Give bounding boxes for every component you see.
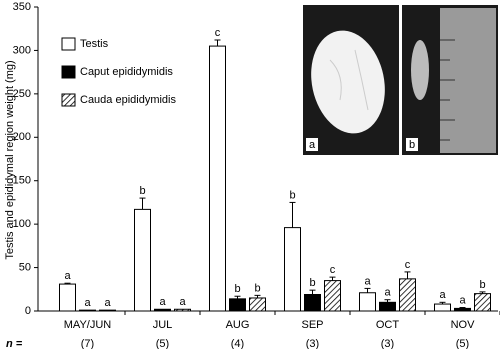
bar	[399, 278, 416, 312]
bar	[434, 303, 451, 312]
legend-label: Testis	[80, 38, 109, 50]
bar	[229, 298, 246, 312]
inset-panel-label: a	[309, 139, 316, 151]
bar	[454, 307, 471, 312]
significance-letter: a	[364, 275, 371, 287]
n-label: n =	[6, 338, 23, 349]
n-value: (7)	[81, 338, 94, 349]
inset-panel-label: b	[409, 139, 415, 151]
y-tick-label: 50	[19, 261, 31, 273]
significance-letter: c	[215, 27, 221, 39]
significance-letter: a	[384, 287, 391, 299]
bar	[134, 208, 151, 312]
y-tick-label: 0	[25, 305, 31, 317]
significance-letter: c	[405, 259, 411, 271]
bar	[174, 308, 191, 312]
bar	[324, 280, 341, 312]
legend-label: Cauda epididymidis	[80, 94, 176, 106]
bar	[249, 297, 266, 312]
legend-label: Caput epididymidis	[80, 66, 173, 78]
y-axis-label: Testis and epididymal region weight (mg)	[4, 60, 16, 259]
significance-letter: b	[254, 282, 260, 294]
error-bar	[364, 287, 371, 293]
error-bar	[289, 201, 296, 228]
significance-letter: b	[234, 283, 240, 295]
significance-letter: a	[439, 289, 446, 301]
significance-letter: a	[84, 297, 91, 309]
x-tick-label: JUL	[153, 319, 173, 331]
bar	[474, 293, 491, 312]
inset-photo	[303, 5, 498, 155]
x-tick-label: MAY/JUN	[64, 319, 112, 331]
bar	[359, 292, 376, 312]
bar	[154, 308, 171, 312]
y-tick-label: 150	[13, 175, 31, 187]
n-value: (3)	[306, 338, 319, 349]
bar	[284, 227, 301, 312]
x-tick-label: NOV	[451, 319, 476, 331]
bar	[99, 309, 116, 312]
significance-letter: a	[459, 294, 466, 306]
error-bar	[329, 276, 336, 281]
legend-swatch	[61, 93, 76, 107]
significance-letter: b	[479, 279, 485, 291]
error-bar	[214, 39, 221, 47]
bar	[79, 309, 96, 312]
n-value: (4)	[231, 338, 244, 349]
error-bar	[404, 271, 411, 279]
significance-letter: c	[330, 264, 336, 276]
bar	[304, 293, 321, 312]
error-bar	[309, 289, 316, 295]
error-bar	[139, 197, 146, 210]
y-tick-label: 200	[13, 131, 31, 143]
n-value: (5)	[156, 338, 169, 349]
x-tick-label: OCT	[376, 319, 400, 331]
bar	[209, 45, 226, 312]
y-tick-label: 100	[13, 218, 31, 230]
y-tick-label: 300	[13, 44, 31, 56]
x-tick-label: SEP	[301, 319, 323, 331]
legend-swatch	[61, 37, 76, 51]
significance-letter: a	[159, 296, 166, 308]
significance-letter: b	[289, 189, 295, 201]
significance-letter: b	[139, 185, 145, 197]
significance-letter: b	[309, 277, 315, 289]
n-value: (5)	[456, 338, 469, 349]
significance-letter: a	[104, 297, 111, 309]
n-value: (3)	[381, 338, 394, 349]
bar	[59, 283, 76, 312]
y-tick-label: 250	[13, 88, 31, 100]
bar	[379, 301, 396, 312]
significance-letter: a	[179, 296, 186, 308]
x-tick-label: AUG	[226, 319, 250, 331]
significance-letter: a	[64, 270, 71, 282]
y-tick-label: 350	[13, 1, 31, 13]
legend-swatch	[61, 65, 76, 79]
